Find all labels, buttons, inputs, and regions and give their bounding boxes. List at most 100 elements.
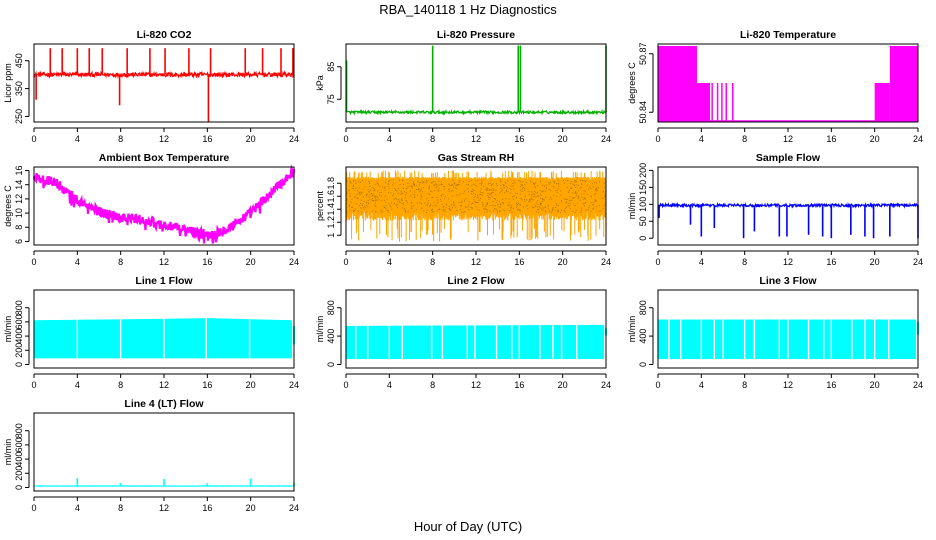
y-tick-label: 1 [326, 233, 336, 238]
series-gas-stream-rh [345, 170, 607, 242]
step-block [697, 83, 710, 122]
x-tick-label: 0 [343, 134, 348, 144]
x-tick-label: 12 [159, 257, 169, 267]
series-stipple [346, 179, 607, 213]
y-tick-label: 800 [638, 300, 648, 315]
y-tick-label: 400 [14, 452, 24, 467]
series-line [345, 108, 607, 116]
panel-sample-flow: Sample Flow ml/min 0 4 8 12 16 20 24 0 50 100 150 200 [627, 152, 923, 267]
y-tick-label: 85 [326, 62, 336, 72]
y-axis-label: percent [315, 190, 325, 221]
x-tick-label: 8 [742, 257, 747, 267]
x-tick-label: 16 [514, 380, 524, 390]
series-line [33, 70, 295, 79]
x-axis: 0 4 8 12 16 20 24 [31, 496, 299, 513]
step-block [658, 45, 697, 123]
x-axis: 0 4 8 12 16 20 24 [655, 373, 923, 390]
series-line-3-flow [657, 318, 919, 360]
x-tick-label: 24 [601, 257, 611, 267]
y-tick-label: 0 [638, 236, 648, 241]
panel-title: Line 2 Flow [447, 275, 505, 287]
y-tick-label: 10 [14, 208, 24, 218]
step-block [889, 45, 918, 123]
y-axis-label: Licor ppm [3, 63, 13, 103]
x-tick-label: 20 [246, 134, 256, 144]
series-band [657, 319, 917, 360]
y-tick-label: 0 [638, 362, 648, 367]
x-tick-label: 12 [783, 134, 793, 144]
x-tick-label: 20 [246, 257, 256, 267]
x-tick-label: 20 [558, 380, 568, 390]
x-tick-label: 16 [514, 257, 524, 267]
y-tick-label: 100 [638, 197, 648, 212]
x-tick-label: 24 [913, 134, 923, 144]
x-tick-label: 16 [202, 257, 212, 267]
x-tick-label: 20 [870, 380, 880, 390]
x-tick-label: 12 [471, 380, 481, 390]
series-ambient-box-temperature [32, 163, 296, 244]
panel-title: Li-820 CO2 [137, 29, 192, 41]
x-tick-label: 4 [75, 257, 80, 267]
panel-line-4-lt-flow: Line 4 (LT) Flow ml/min 0 4 8 12 16 20 24 0 200400… [3, 398, 299, 513]
y-axis-label: ml/min [315, 316, 325, 343]
x-tick-label: 8 [118, 257, 123, 267]
x-tick-label: 16 [202, 380, 212, 390]
y-tick-label: 600 [14, 314, 24, 329]
panel-line-2-flow: Line 2 Flow ml/min 0 4 8 12 16 20 24 0 400 800 [315, 275, 611, 390]
y-axis-label: ml/min [627, 193, 637, 220]
y-tick-label: 14 [14, 180, 24, 190]
y-tick-label: 0 [14, 485, 24, 490]
x-axis: 0 4 8 12 16 20 24 [31, 250, 299, 267]
x-tick-label: 4 [699, 380, 704, 390]
figure-xlabel: Hour of Day (UTC) [414, 519, 522, 534]
y-axis-label: degrees C [3, 185, 13, 227]
x-tick-label: 0 [31, 257, 36, 267]
y-tick-label: 1.4 [326, 203, 336, 216]
x-tick-label: 24 [913, 257, 923, 267]
x-tick-label: 12 [471, 257, 481, 267]
series-sample-flow [657, 201, 919, 239]
figure-title: RBA_140118 1 Hz Diagnostics [379, 2, 557, 17]
x-tick-label: 8 [430, 380, 435, 390]
x-axis: 0 4 8 12 16 20 24 [343, 250, 611, 267]
x-tick-label: 4 [387, 257, 392, 267]
x-tick-label: 0 [343, 257, 348, 267]
panel-ambient-box-temperature: Ambient Box Temperature degrees C 0 4 8 12 16 2… [3, 152, 299, 267]
x-tick-label: 24 [913, 380, 923, 390]
x-axis: 0 4 8 12 16 20 24 [343, 127, 611, 144]
x-axis: 0 4 8 12 16 20 24 [31, 373, 299, 390]
x-tick-label: 24 [289, 134, 299, 144]
x-tick-label: 0 [31, 503, 36, 513]
y-axis-label: ml/min [3, 316, 13, 343]
series-line-2-flow [345, 324, 607, 360]
series-line [32, 163, 296, 244]
plot-frame [33, 166, 295, 246]
y-tick-label: 12 [14, 194, 24, 204]
y-tick-label: 50.84 [638, 101, 648, 124]
x-tick-label: 8 [118, 380, 123, 390]
y-axis-label: ml/min [627, 316, 637, 343]
y-tick-label: 50 [638, 216, 648, 226]
plot-frame [33, 412, 295, 492]
x-axis: 0 4 8 12 16 20 24 [655, 250, 923, 267]
x-tick-label: 4 [387, 134, 392, 144]
x-tick-label: 16 [514, 134, 524, 144]
x-tick-label: 16 [826, 257, 836, 267]
panel-title: Li-820 Pressure [437, 29, 515, 41]
y-tick-label: 400 [326, 329, 336, 344]
plot-frame [345, 289, 607, 369]
x-tick-label: 24 [601, 380, 611, 390]
x-tick-label: 4 [699, 134, 704, 144]
y-tick-label: 1.8 [326, 177, 336, 190]
y-tick-label: 75 [326, 94, 336, 104]
y-tick-label: 0 [14, 362, 24, 367]
y-axis: 0 400 800 [326, 300, 342, 367]
y-tick-label: 800 [326, 300, 336, 315]
y-axis: 250 350 450 [14, 53, 30, 124]
x-tick-label: 0 [655, 257, 660, 267]
x-axis: 0 4 8 12 16 20 24 [655, 127, 923, 144]
panel-title: Li-820 Temperature [740, 29, 836, 41]
y-tick-label: 0 [326, 362, 336, 367]
y-axis: 0 50 100 150 200 [638, 163, 654, 241]
x-tick-label: 8 [118, 134, 123, 144]
